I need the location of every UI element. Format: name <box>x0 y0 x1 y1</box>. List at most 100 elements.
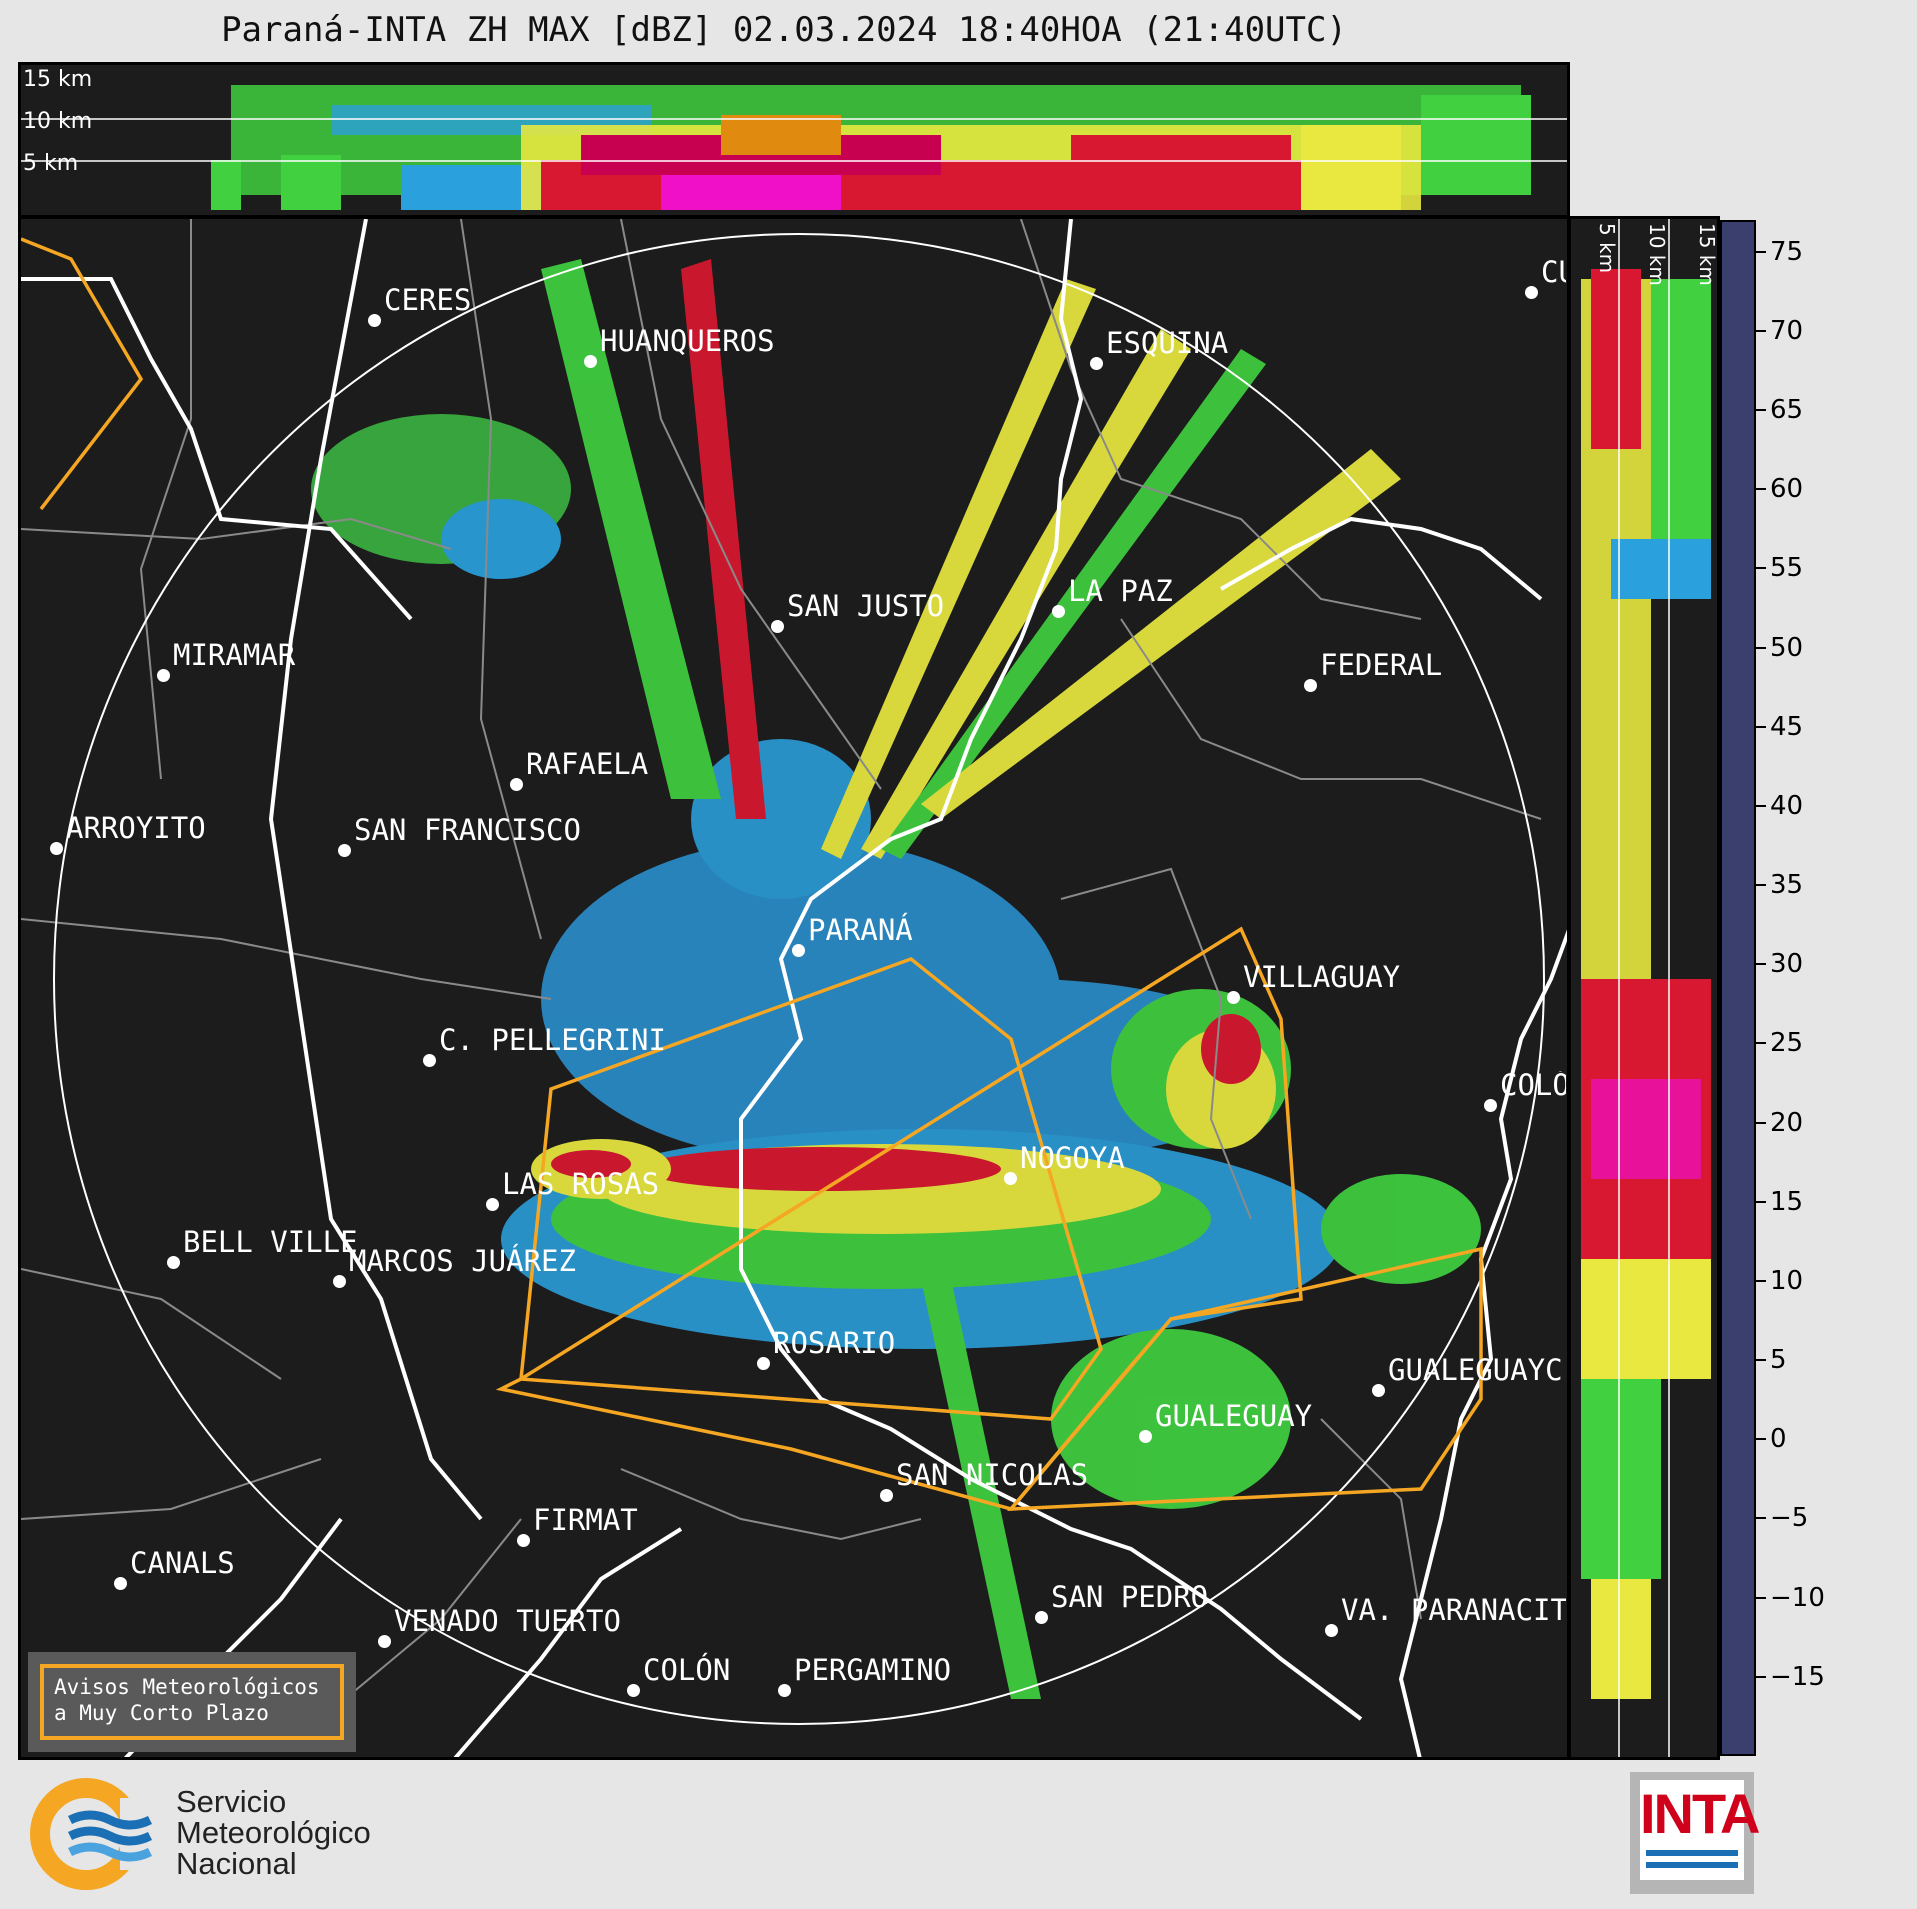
city-marker <box>1304 679 1317 692</box>
city-marker <box>1035 1611 1048 1624</box>
city-marker <box>792 944 805 957</box>
city-label: RAFAELA <box>526 747 649 781</box>
city-label: VA. PARANACIT <box>1341 1596 1566 1625</box>
city-marker <box>1227 991 1240 1004</box>
smn-logo-icon <box>30 1778 170 1890</box>
colorbar-tick-label: 60 <box>1770 474 1804 505</box>
colorbar-tick-label: 50 <box>1770 632 1804 663</box>
colorbar-tick-label: 40 <box>1770 790 1804 821</box>
city-marker <box>771 620 784 633</box>
city-marker <box>517 1534 530 1547</box>
colorbar-tick-label: 20 <box>1770 1107 1804 1138</box>
smn-line2: Meteorológico <box>176 1815 371 1850</box>
colorbar-tick-label: 55 <box>1770 553 1804 584</box>
colorbar-tick <box>1756 804 1766 807</box>
colorbar-tick-label: −10 <box>1770 1582 1825 1613</box>
city-label: HUANQUEROS <box>600 324 775 358</box>
city-label: ESQUINA <box>1106 326 1229 360</box>
department-boundaries <box>21 219 1542 1720</box>
warning-legend-line2: a Muy Corto Plazo <box>54 1701 269 1725</box>
colorbar-tick <box>1756 1279 1766 1282</box>
altitude-label-10km: 10 km <box>23 109 93 134</box>
inta-bar-2 <box>1646 1862 1738 1868</box>
city-marker <box>1090 357 1103 370</box>
city-label: PERGAMINO <box>794 1653 952 1687</box>
city-label: SAN JUSTO <box>787 589 945 623</box>
warning-legend-frame: Avisos Meteorológicos a Muy Corto Plazo <box>40 1664 344 1740</box>
colorbar-tick-label: 35 <box>1770 870 1804 901</box>
colorbar-tick <box>1756 1438 1766 1441</box>
city-marker <box>627 1684 640 1697</box>
city-label: ARROYITO <box>66 811 206 845</box>
colorbar-tick-label: 70 <box>1770 315 1804 346</box>
city-label: GUALEGUAY <box>1155 1399 1313 1433</box>
city-label: COLÓ <box>1500 1071 1566 1100</box>
colorbar <box>1720 220 1756 1756</box>
colorbar-tick-label: 10 <box>1770 1265 1804 1296</box>
city-label: CERES <box>384 283 472 317</box>
colorbar-tick <box>1756 1675 1766 1678</box>
colorbar-tick <box>1756 1517 1766 1520</box>
colorbar-tick <box>1756 1121 1766 1124</box>
side-altitude-label-10km: 10 km <box>1645 223 1669 286</box>
city-marker <box>1052 605 1065 618</box>
colorbar-tick <box>1756 488 1766 491</box>
city-marker <box>167 1256 180 1269</box>
side-cross-section-echoes <box>1581 219 1711 1757</box>
colorbar-tick <box>1756 884 1766 887</box>
colorbar-tick-label: 5 <box>1770 1345 1787 1376</box>
city-marker <box>50 842 63 855</box>
colorbar-tick <box>1756 1042 1766 1045</box>
city-marker <box>378 1635 391 1648</box>
city-label: CANALS <box>130 1546 235 1580</box>
range-ring <box>53 233 1545 1725</box>
colorbar-tick-label: 45 <box>1770 711 1804 742</box>
colorbar-tick <box>1756 409 1766 412</box>
city-marker <box>486 1198 499 1211</box>
side-cross-section-panel: 5 km 10 km 15 km <box>1568 216 1720 1760</box>
city-marker <box>368 314 381 327</box>
page-title: Paraná-INTA ZH MAX [dBZ] 02.03.2024 18:4… <box>221 10 1347 50</box>
city-label: ROSARIO <box>773 1326 896 1360</box>
inta-bar-1 <box>1646 1850 1738 1856</box>
city-label: MARCOS JUÁREZ <box>349 1244 576 1278</box>
city-marker <box>157 669 170 682</box>
colorbar-tick <box>1756 250 1766 253</box>
city-marker <box>1004 1172 1017 1185</box>
city-label: C. PELLEGRINI <box>439 1023 666 1057</box>
colorbar-tick <box>1756 646 1766 649</box>
top-cross-section-panel: 15 km 10 km 5 km <box>18 62 1570 218</box>
city-label: FIRMAT <box>533 1503 638 1537</box>
city-marker <box>423 1054 436 1067</box>
colorbar-tick-label: −15 <box>1770 1661 1825 1692</box>
city-marker <box>880 1489 893 1502</box>
city-marker <box>510 778 523 791</box>
city-label: GUALEGUAYC <box>1388 1353 1563 1387</box>
colorbar-tick <box>1756 725 1766 728</box>
radar-echoes <box>311 259 1481 1699</box>
warning-polygons <box>21 237 1483 1511</box>
inta-logo-inner: INTA <box>1640 1780 1761 1880</box>
colorbar-tick-label: 30 <box>1770 949 1804 980</box>
radar-map-panel <box>18 216 1570 1760</box>
city-marker <box>1372 1384 1385 1397</box>
colorbar-tick <box>1756 1596 1766 1599</box>
smn-line3: Nacional <box>176 1846 297 1881</box>
city-label: PARANÁ <box>808 913 913 947</box>
city-label: CU <box>1541 258 1566 287</box>
colorbar-tick <box>1756 1200 1766 1203</box>
altitude-label-15km: 15 km <box>23 67 93 92</box>
radar-map-canvas <box>21 219 1567 1757</box>
city-marker <box>333 1275 346 1288</box>
altitude-label-5km: 5 km <box>23 151 79 176</box>
side-altitude-label-15km: 15 km <box>1695 223 1719 286</box>
city-marker <box>778 1684 791 1697</box>
city-label: NOGOYA <box>1020 1141 1125 1175</box>
city-label: VILLAGUAY <box>1243 960 1401 994</box>
warning-legend-line1: Avisos Meteorológicos <box>54 1675 320 1699</box>
colorbar-tick <box>1756 329 1766 332</box>
side-altitude-label-5km: 5 km <box>1595 223 1619 274</box>
inta-logo-text: INTA <box>1640 1782 1761 1845</box>
city-marker <box>1484 1099 1497 1112</box>
province-boundaries <box>21 219 1567 1757</box>
